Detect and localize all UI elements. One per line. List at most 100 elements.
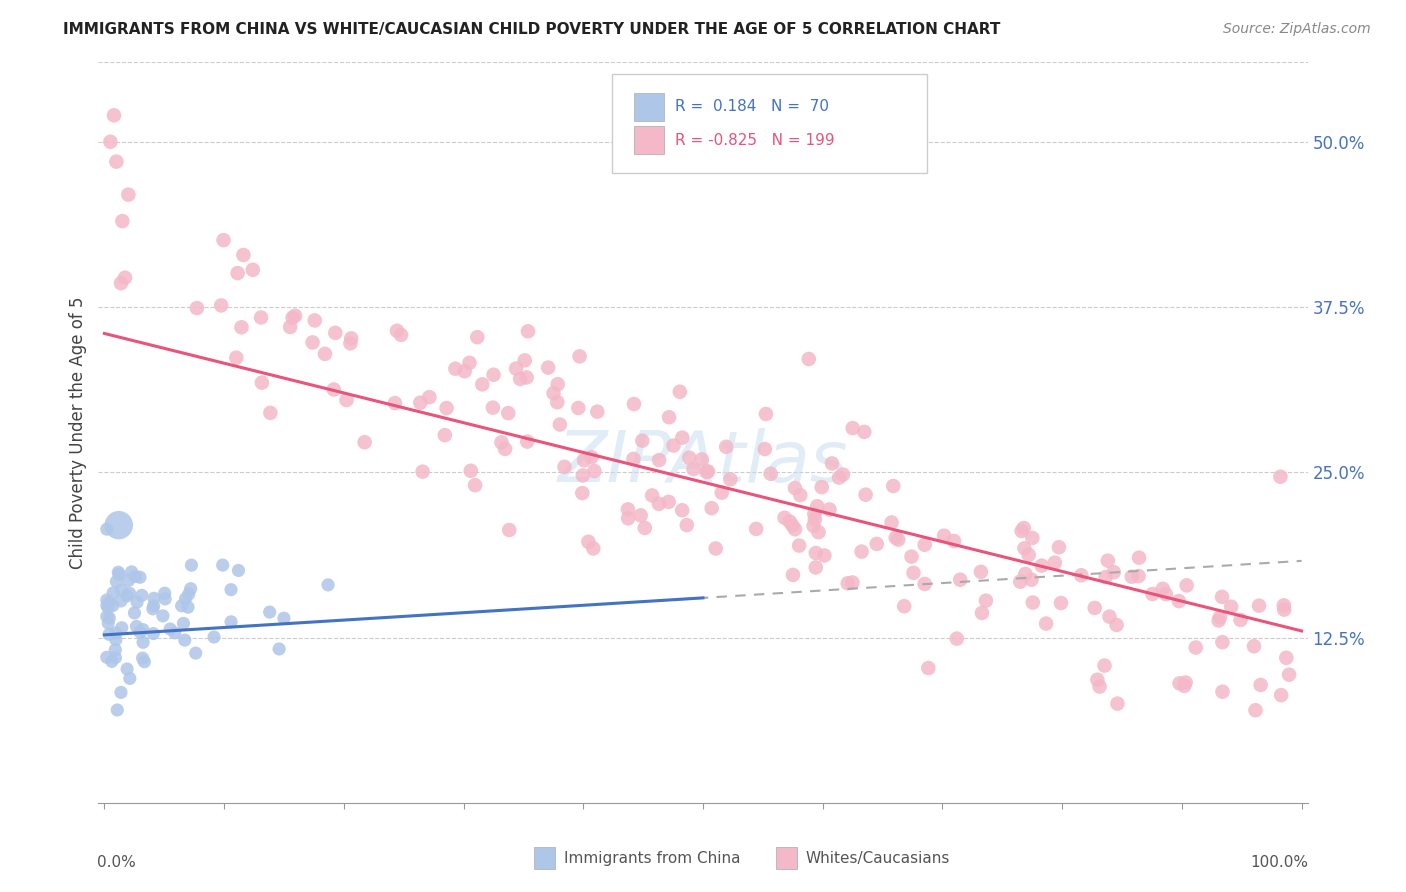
Point xyxy=(101,654,124,668)
Point xyxy=(974,593,997,607)
Point xyxy=(460,464,482,478)
Point xyxy=(105,703,128,717)
Point xyxy=(180,558,202,573)
Text: 100.0%: 100.0% xyxy=(1251,855,1309,870)
Point xyxy=(384,396,406,410)
Point xyxy=(1014,566,1036,581)
Point xyxy=(1021,573,1043,587)
Point xyxy=(572,453,595,467)
Point xyxy=(97,600,120,615)
Point xyxy=(219,582,242,597)
Bar xyxy=(634,126,664,154)
Point xyxy=(1084,601,1107,615)
Point xyxy=(678,450,700,465)
Text: IMMIGRANTS FROM CHINA VS WHITE/CAUCASIAN CHILD POVERTY UNDER THE AGE OF 5 CORREL: IMMIGRANTS FROM CHINA VS WHITE/CAUCASIAN… xyxy=(63,22,1001,37)
Point xyxy=(631,434,654,448)
Point xyxy=(553,459,575,474)
Point xyxy=(269,642,291,657)
Point xyxy=(1088,680,1111,694)
Point xyxy=(1250,678,1272,692)
Point xyxy=(114,270,136,285)
Point xyxy=(581,450,603,465)
Point xyxy=(810,480,832,494)
Point xyxy=(1105,618,1128,632)
Point xyxy=(704,541,727,556)
Point xyxy=(117,574,139,588)
Point xyxy=(943,534,966,549)
Point xyxy=(436,401,458,415)
Point xyxy=(211,558,233,573)
Point xyxy=(1035,616,1057,631)
Point xyxy=(225,351,247,365)
Point xyxy=(110,594,132,608)
Point xyxy=(682,462,704,476)
Point xyxy=(516,370,538,384)
Point xyxy=(209,298,232,312)
Point xyxy=(1184,640,1206,655)
Point xyxy=(111,621,134,635)
Point xyxy=(804,560,827,574)
Point xyxy=(970,606,993,620)
Point xyxy=(110,582,132,597)
Point xyxy=(104,626,127,640)
Point xyxy=(513,353,536,368)
Point xyxy=(641,488,664,502)
Point xyxy=(804,512,827,526)
Point xyxy=(583,464,606,478)
Point xyxy=(242,262,264,277)
Point xyxy=(98,627,121,641)
Point xyxy=(837,576,859,591)
Point xyxy=(250,376,273,390)
Point xyxy=(142,626,165,640)
Point xyxy=(124,569,146,583)
Point xyxy=(669,384,692,399)
Point xyxy=(932,529,955,543)
Point xyxy=(284,309,307,323)
Point xyxy=(832,467,855,482)
Point xyxy=(131,651,153,665)
Point xyxy=(159,622,181,636)
Text: ZIPAtlas: ZIPAtlas xyxy=(558,428,848,497)
Point xyxy=(118,586,141,600)
Point xyxy=(1011,524,1033,538)
Point xyxy=(1244,703,1267,717)
Point xyxy=(710,485,733,500)
Point xyxy=(464,478,486,492)
Point xyxy=(623,397,645,411)
Point xyxy=(754,442,776,456)
Point xyxy=(949,573,972,587)
Point xyxy=(1070,568,1092,582)
Point xyxy=(131,589,153,603)
Point xyxy=(1107,697,1129,711)
Point xyxy=(970,565,993,579)
Point xyxy=(700,501,723,516)
Point xyxy=(110,276,132,290)
Point xyxy=(1043,556,1066,570)
Point xyxy=(1173,679,1195,693)
Point xyxy=(1211,684,1233,698)
Point xyxy=(98,595,121,609)
Point xyxy=(1229,613,1251,627)
Point xyxy=(1270,469,1292,483)
Point xyxy=(779,515,801,529)
Point xyxy=(818,502,841,516)
Point xyxy=(184,646,207,660)
Point xyxy=(314,347,336,361)
Point xyxy=(745,522,768,536)
Text: R = -0.825   N = 199: R = -0.825 N = 199 xyxy=(675,133,835,148)
Point xyxy=(1168,676,1191,690)
Point xyxy=(389,327,412,342)
Point xyxy=(1211,635,1233,649)
Point xyxy=(132,623,155,637)
Point xyxy=(543,386,565,401)
Point xyxy=(444,361,467,376)
Text: Immigrants from China: Immigrants from China xyxy=(564,851,741,866)
Point xyxy=(1087,673,1109,687)
Point xyxy=(648,453,671,467)
Point xyxy=(104,642,127,657)
Point xyxy=(1167,594,1189,608)
Point xyxy=(1247,599,1270,613)
Point xyxy=(1094,570,1116,584)
Point xyxy=(780,518,803,533)
Point xyxy=(806,500,828,514)
